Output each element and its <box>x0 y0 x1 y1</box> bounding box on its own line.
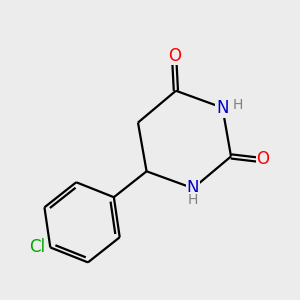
Text: Cl: Cl <box>29 238 45 256</box>
Text: H: H <box>188 193 198 207</box>
Text: O: O <box>256 150 270 168</box>
Text: N: N <box>216 99 229 117</box>
Text: O: O <box>168 47 181 65</box>
Text: H: H <box>233 98 243 112</box>
Text: N: N <box>187 179 199 197</box>
